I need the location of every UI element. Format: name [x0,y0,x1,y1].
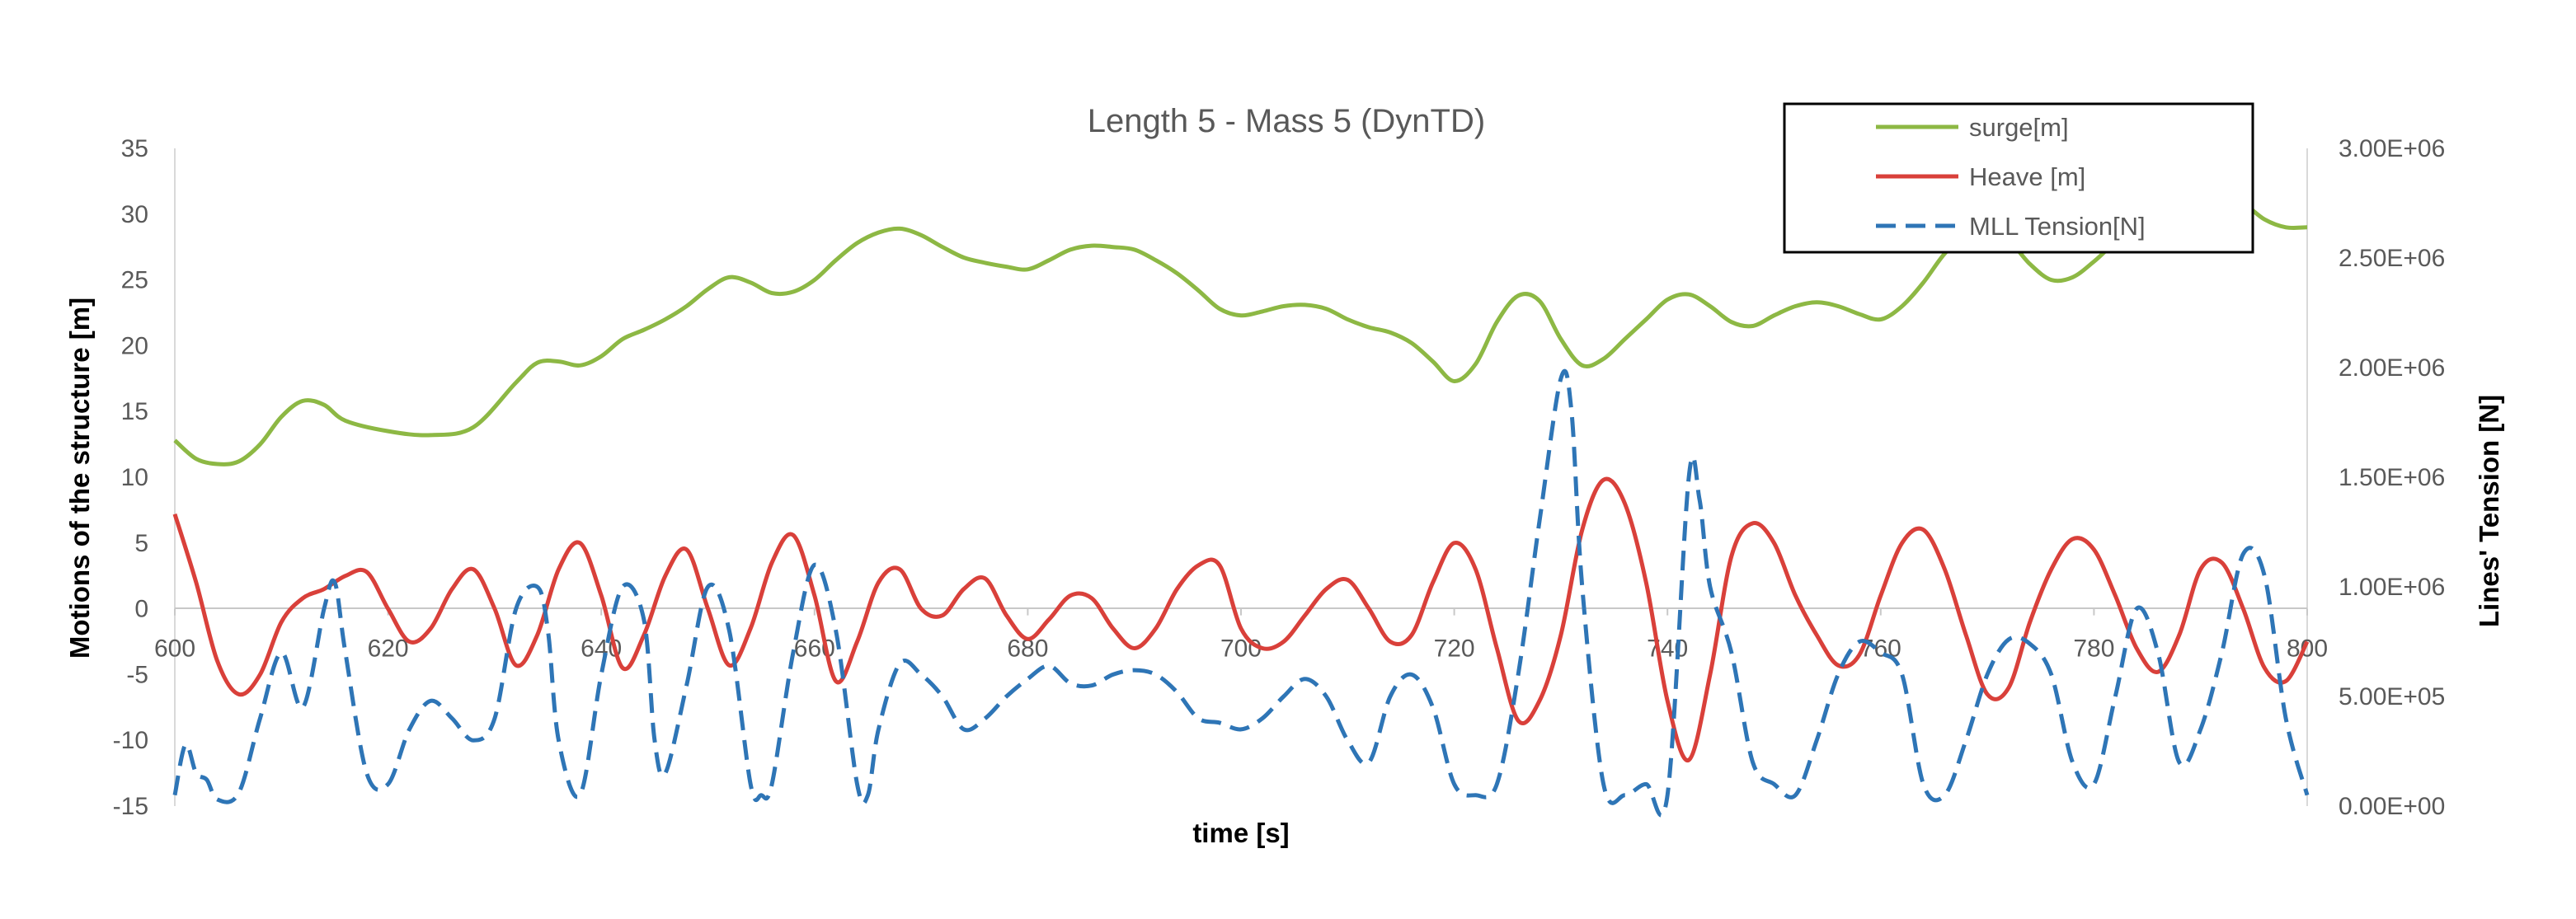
legend-label-surge: surge[m] [1969,113,2069,142]
legend: surge[m] Heave [m] MLL Tension[N] [1783,102,2254,254]
y-tick-label: 0 [134,596,148,623]
series-line-heave [172,476,2310,762]
y2-tick-label: 3.00E+06 [2339,135,2445,162]
y2-tick-label: 1.00E+06 [2339,574,2445,601]
y-tick-label: 30 [121,201,148,228]
y-tick-label: 35 [121,135,148,162]
y2-tick-label: 2.50E+06 [2339,245,2445,272]
y-tick-label: 10 [121,464,148,491]
y-tick-label: -15 [113,793,148,820]
x-tick-label: 700 [1220,635,1262,663]
y-tick-label: 5 [134,530,148,557]
y-tick-labels: 35 30 25 20 15 10 5 0 -5 -10 -15 [113,135,148,820]
series-line-mll-tension [172,368,2310,818]
legend-box [1783,102,2254,254]
x-tick-label: 720 [1434,635,1475,663]
y-axis-label: Motions of the structure [m] [64,298,95,659]
y2-tick-label: 1.50E+06 [2339,464,2445,491]
y-tick-label: -10 [113,727,148,754]
y2-tick-label: 2.00E+06 [2339,354,2445,382]
chart-title: Length 5 - Mass 5 (DynTD) [1088,103,1485,139]
y2-tick-label: 0.00E+00 [2339,793,2445,820]
x-tick-label: 600 [154,635,195,663]
y-tick-label: 20 [121,332,148,359]
y2-axis-label: Lines' Tension [N] [2474,395,2504,627]
x-tick-label: 780 [2073,635,2114,663]
y2-tick-label: 5.00E+05 [2339,683,2445,710]
y-tick-label: 15 [121,398,148,425]
x-tick-label: 800 [2287,635,2328,663]
x-axis-label: time [s] [1192,818,1289,848]
x-tick-labels: 600 620 640 660 680 700 720 740 760 780 800 [154,608,2328,663]
x-tick-label: 740 [1647,635,1688,663]
y2-tick-labels: 3.00E+06 2.50E+06 2.00E+06 1.50E+06 1.00E+06… [2339,135,2445,820]
legend-label-heave: Heave [m] [1969,162,2085,191]
y-tick-label: -5 [126,661,148,688]
x-tick-label: 620 [368,635,409,663]
y-tick-label: 25 [121,267,148,294]
legend-label-mll-tension: MLL Tension[N] [1969,212,2146,241]
